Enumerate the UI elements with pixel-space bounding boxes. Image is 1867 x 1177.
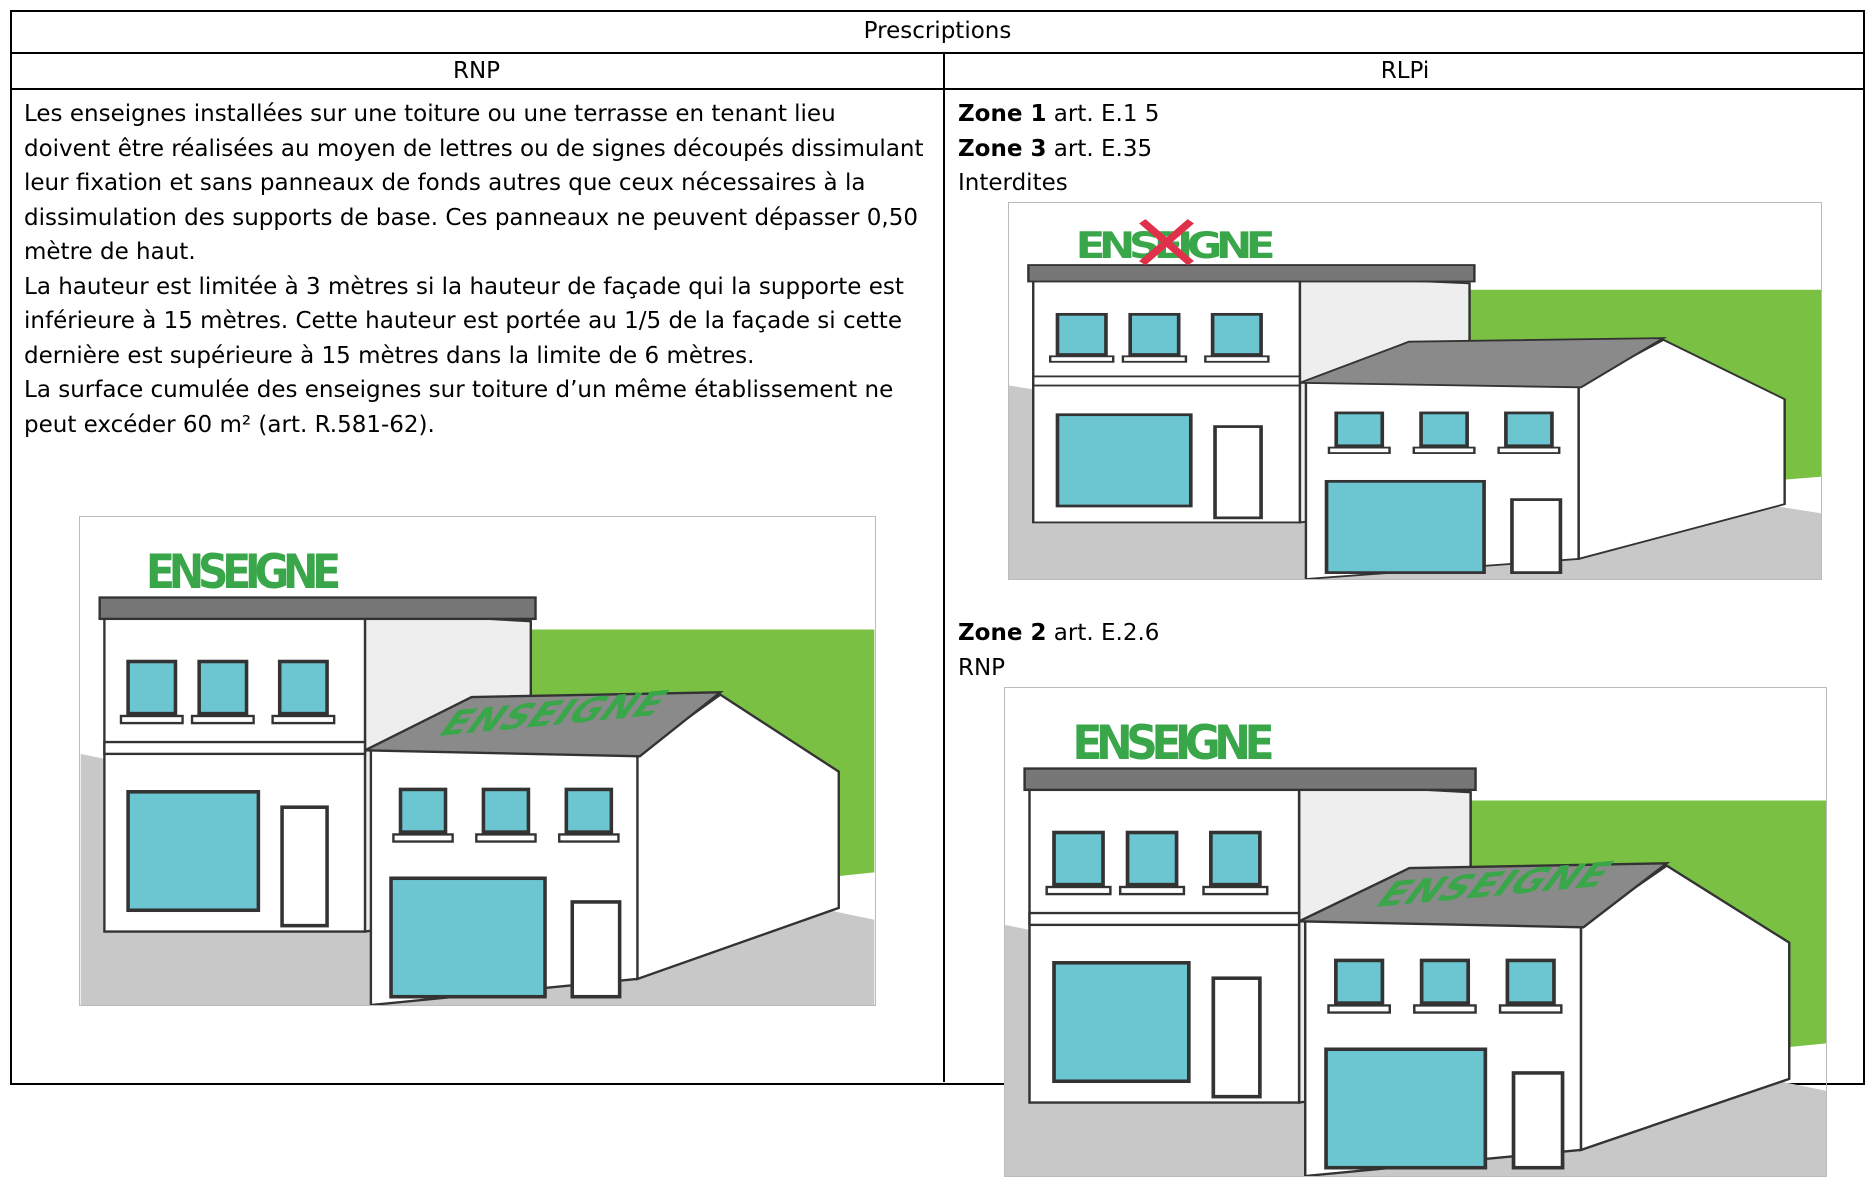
band: [103, 740, 367, 756]
row-line: [10, 88, 1865, 90]
sill: [475, 833, 537, 843]
window: [1209, 830, 1262, 887]
table-title: Prescriptions: [863, 18, 1012, 44]
illustration: ENSEIGNE: [1008, 202, 1822, 580]
rule: RNP: [958, 654, 1006, 681]
column-header: RLPi: [1380, 58, 1430, 84]
sill: [1327, 1004, 1391, 1014]
sign: ENSEIGNE: [1072, 716, 1274, 771]
window: [1504, 411, 1554, 448]
zone-line: Zone 1 art. E.1 5: [958, 97, 1838, 132]
window: [197, 659, 249, 716]
window: [126, 659, 178, 716]
zone-line: Zone 2 art. E.2.6: [958, 616, 1838, 651]
sill: [1045, 885, 1112, 896]
garage: [1324, 1047, 1488, 1170]
article: art. E.35: [1053, 135, 1153, 162]
sill: [1413, 1004, 1477, 1014]
zone: Zone 2: [958, 620, 1047, 646]
window: [277, 659, 329, 716]
sign: ENSEIGNE: [146, 545, 341, 600]
garage: [1324, 479, 1486, 574]
door: [1510, 498, 1563, 574]
roof: [1023, 767, 1477, 792]
cross: [1139, 219, 1194, 266]
zone: Zone 1: [958, 101, 1047, 127]
window: [398, 787, 448, 834]
sill: [558, 833, 620, 843]
page: Prescriptions RNP RLPi Les enseignes ins…: [10, 10, 1865, 1177]
sill: [1204, 355, 1270, 363]
sill: [1048, 355, 1115, 363]
sill: [392, 833, 454, 843]
band: [1028, 911, 1301, 927]
paragraph: La hauteur est limitée à 3 mètres si la …: [24, 273, 904, 369]
garage: [126, 790, 261, 913]
band: [1032, 375, 1302, 387]
sill: [1121, 355, 1188, 363]
right-text: Zone 2 art. E.2.6 RNP: [958, 616, 1838, 685]
sill: [190, 714, 255, 725]
sill: [1202, 885, 1269, 896]
article: art. E.2.6: [1053, 620, 1160, 646]
sill: [1327, 446, 1391, 454]
window: [564, 787, 614, 834]
sill: [271, 714, 336, 725]
house-roof: [1299, 337, 1668, 389]
paragraph: Les enseignes installées sur une toiture…: [24, 101, 924, 265]
sill: [1497, 446, 1561, 454]
window: [1334, 958, 1385, 1005]
row-line: [10, 52, 1865, 54]
window: [1125, 830, 1179, 887]
sill: [1498, 1004, 1563, 1014]
zone-line: Zone 3 art. E.35: [958, 132, 1838, 167]
window: [1055, 312, 1108, 356]
column-line: [943, 52, 945, 1082]
door: [570, 900, 622, 999]
window: [1505, 958, 1556, 1005]
door: [1211, 976, 1262, 1099]
door: [280, 805, 329, 928]
right-text: Zone 1 art. E.1 5 Zone 3 art. E.35 Inter…: [958, 97, 1838, 201]
door: [1213, 425, 1263, 520]
window: [1052, 830, 1105, 887]
garage: [389, 876, 547, 999]
window: [481, 787, 531, 834]
left-text: Les enseignes installées sur une toiture…: [24, 97, 929, 442]
door: [1511, 1071, 1565, 1170]
window: [1128, 312, 1181, 356]
zone: Zone 3: [958, 135, 1047, 162]
sill: [1118, 885, 1186, 896]
roof: [98, 596, 537, 621]
window: [1334, 411, 1385, 448]
sill: [119, 714, 184, 725]
paragraph: La surface cumulée des enseignes sur toi…: [24, 377, 894, 438]
house-roof: [364, 691, 724, 758]
window: [1210, 312, 1263, 356]
garage: [1052, 961, 1191, 1084]
roof: [1027, 264, 1476, 283]
sill: [1412, 446, 1476, 454]
house-roof: [1298, 862, 1671, 929]
rule: Interdites: [958, 170, 1068, 196]
window: [1419, 411, 1469, 448]
window: [1419, 958, 1471, 1005]
garage: [1055, 413, 1193, 508]
column-header: RNP: [452, 58, 501, 84]
article: art. E.1 5: [1053, 101, 1160, 127]
